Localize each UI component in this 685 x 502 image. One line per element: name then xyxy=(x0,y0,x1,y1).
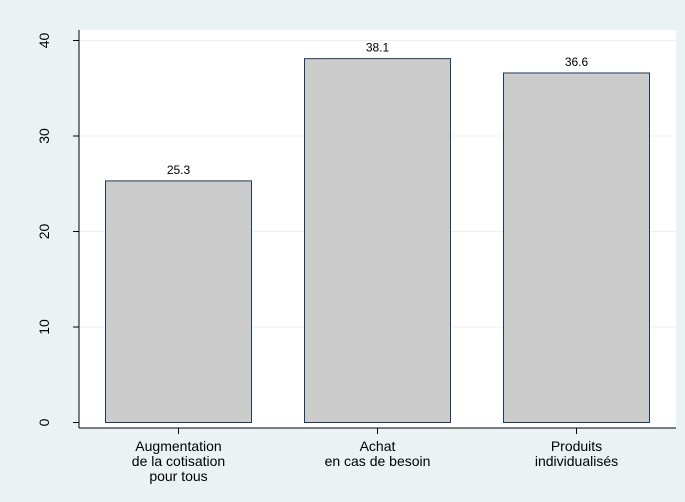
x-tick-label: en cas de besoin xyxy=(325,453,431,469)
x-tick-label: pour tous xyxy=(149,468,207,484)
y-tick-label: 0 xyxy=(36,418,52,426)
y-axis: 0 10 20 30 40 xyxy=(36,30,80,428)
bars xyxy=(105,58,650,424)
y-tick-label: 40 xyxy=(36,33,52,49)
bar xyxy=(304,58,451,424)
y-tick-label: 30 xyxy=(36,128,52,144)
x-tick-label: de la cotisation xyxy=(132,453,225,469)
value-label: 25.3 xyxy=(167,163,191,177)
value-label: 36.6 xyxy=(565,55,589,69)
bar xyxy=(503,72,650,423)
y-tick-label: 10 xyxy=(36,319,52,335)
value-label: 38.1 xyxy=(366,41,390,55)
x-tick-label: individualisés xyxy=(535,453,618,469)
bar xyxy=(105,180,252,423)
x-tick-label: Achat xyxy=(360,438,396,454)
value-labels: 25.3 38.1 36.6 xyxy=(167,41,589,177)
x-tick-label: Augmentation xyxy=(135,438,221,454)
y-tick-label: 20 xyxy=(36,224,52,240)
x-tick-label: Produits xyxy=(551,438,602,454)
